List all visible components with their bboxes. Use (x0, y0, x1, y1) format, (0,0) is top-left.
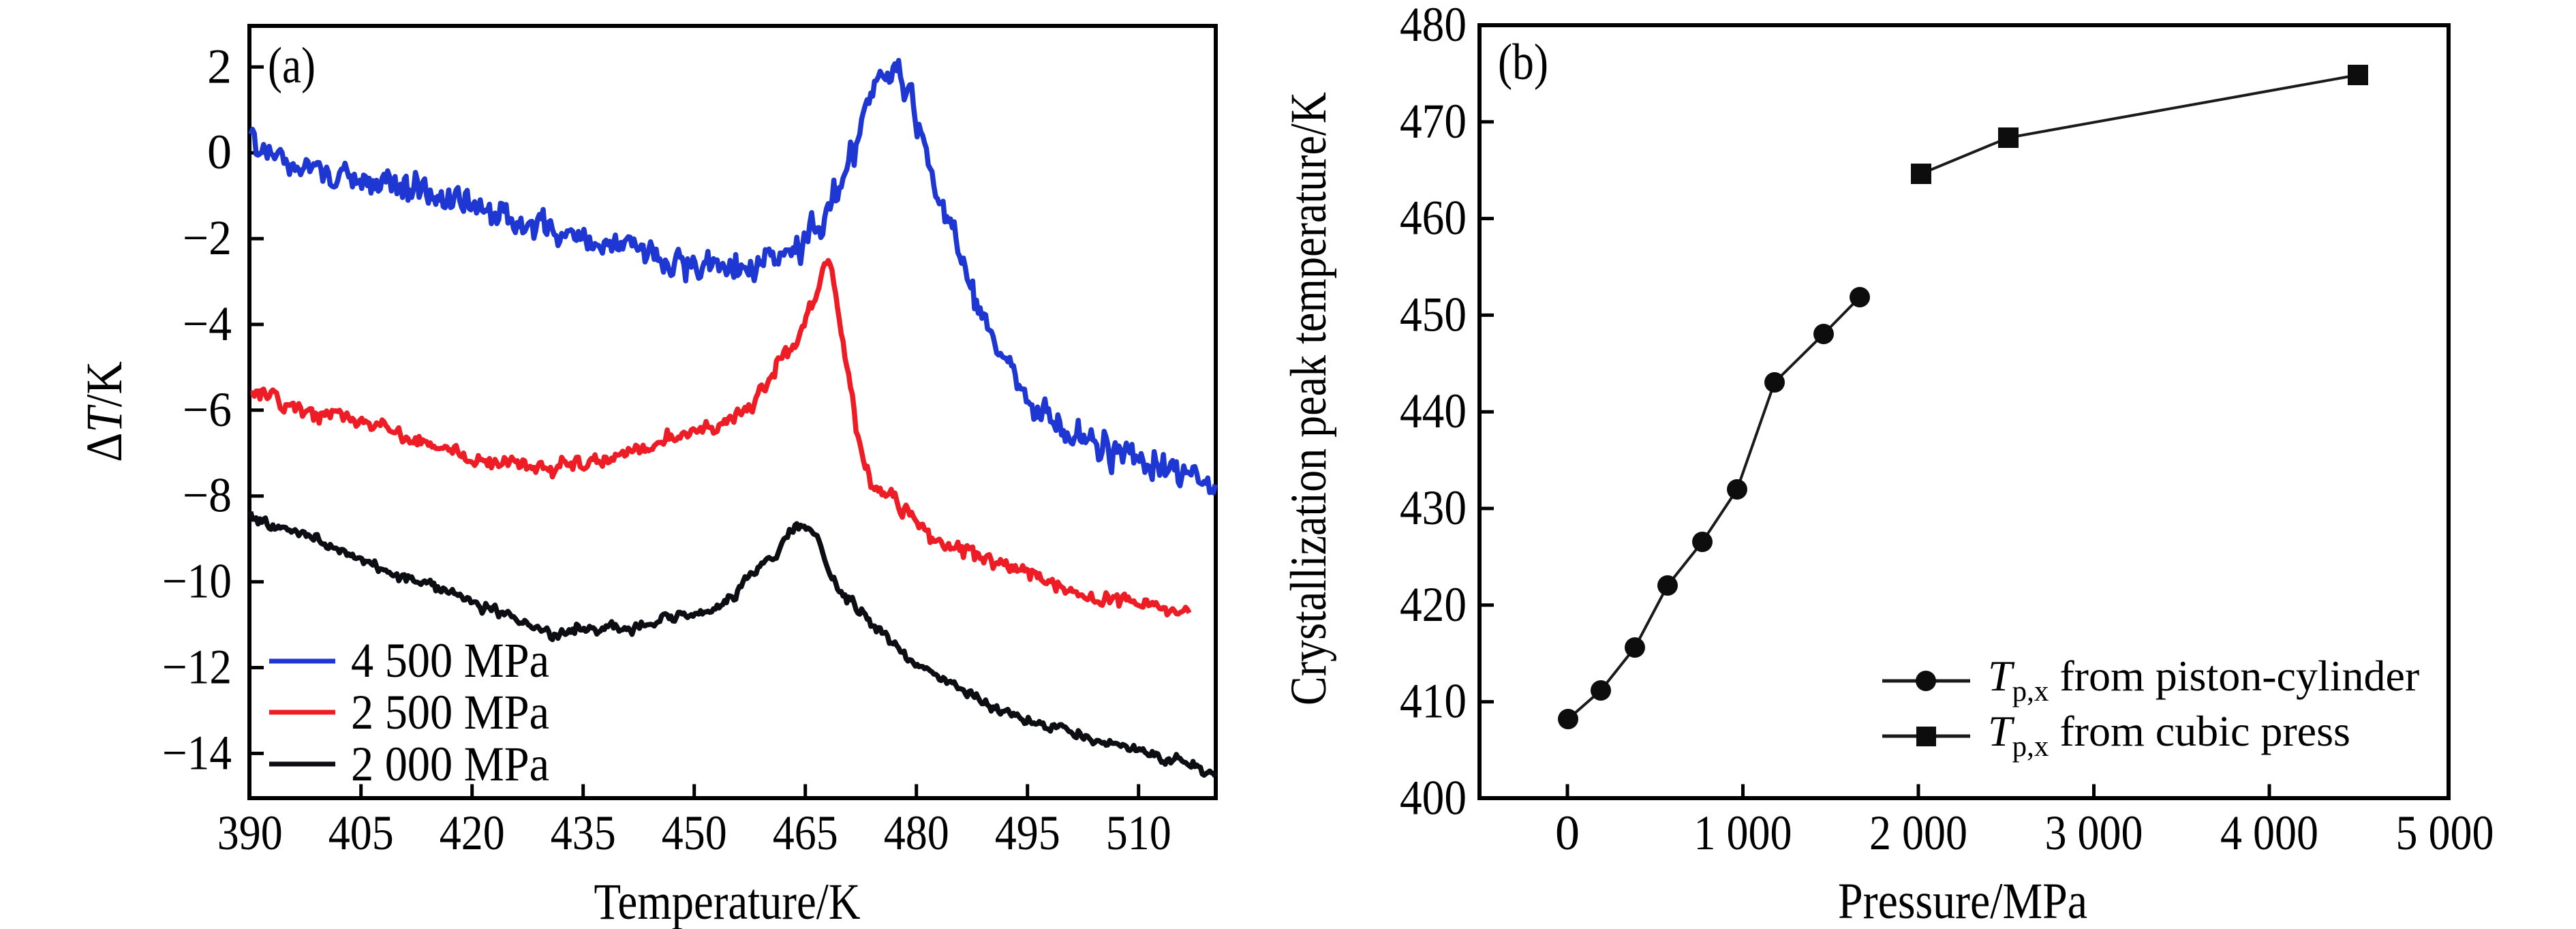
svg-text:405: 405 (328, 806, 394, 860)
svg-text:510: 510 (1106, 806, 1171, 860)
svg-text:480: 480 (884, 806, 949, 860)
svg-text:480: 480 (1400, 0, 1467, 52)
svg-text:4 500 MPa: 4 500 MPa (351, 633, 549, 688)
svg-text:(b): (b) (1498, 34, 1548, 91)
svg-text:(a): (a) (268, 37, 316, 94)
svg-text:465: 465 (773, 806, 838, 860)
svg-text:−12: −12 (162, 640, 232, 695)
svg-text:−6: −6 (183, 382, 232, 437)
svg-text:3 000: 3 000 (2045, 806, 2143, 860)
svg-text:4 000: 4 000 (2220, 806, 2318, 860)
svg-text:440: 440 (1400, 384, 1467, 438)
svg-text:470: 470 (1400, 94, 1467, 149)
svg-text:−8: −8 (183, 468, 232, 523)
svg-text:Tp,x from cubic press: Tp,x from cubic press (1988, 707, 2350, 763)
svg-text:400: 400 (1400, 770, 1467, 825)
svg-text:ΔT/K: ΔT/K (76, 361, 133, 462)
svg-text:430: 430 (1400, 481, 1467, 535)
svg-text:−10: −10 (162, 554, 232, 609)
svg-text:410: 410 (1400, 674, 1467, 729)
svg-text:0: 0 (1555, 806, 1580, 860)
svg-text:450: 450 (1400, 287, 1467, 341)
svg-text:2 000: 2 000 (1869, 806, 1967, 860)
svg-text:2: 2 (207, 39, 232, 93)
svg-text:435: 435 (551, 806, 616, 860)
svg-text:5 000: 5 000 (2396, 806, 2494, 860)
svg-text:390: 390 (217, 806, 283, 860)
svg-text:450: 450 (662, 806, 727, 860)
svg-text:−14: −14 (162, 725, 232, 780)
svg-text:495: 495 (995, 806, 1060, 860)
svg-text:Tp,x from piston-cylinder: Tp,x from piston-cylinder (1988, 652, 2419, 707)
svg-text:−4: −4 (183, 296, 232, 351)
svg-text:2 000 MPa: 2 000 MPa (351, 737, 549, 791)
svg-text:420: 420 (440, 806, 505, 860)
svg-text:2 500 MPa: 2 500 MPa (351, 685, 549, 740)
svg-text:Crystallization peak temperatu: Crystallization peak temperature/K (1281, 92, 1337, 705)
svg-text:420: 420 (1400, 577, 1467, 632)
svg-text:460: 460 (1400, 191, 1467, 245)
svg-text:−2: −2 (183, 211, 232, 265)
svg-text:1 000: 1 000 (1694, 806, 1792, 860)
svg-text:Pressure/MPa: Pressure/MPa (1838, 873, 2087, 929)
svg-text:0: 0 (207, 125, 232, 179)
svg-text:Temperature/K: Temperature/K (594, 874, 861, 929)
